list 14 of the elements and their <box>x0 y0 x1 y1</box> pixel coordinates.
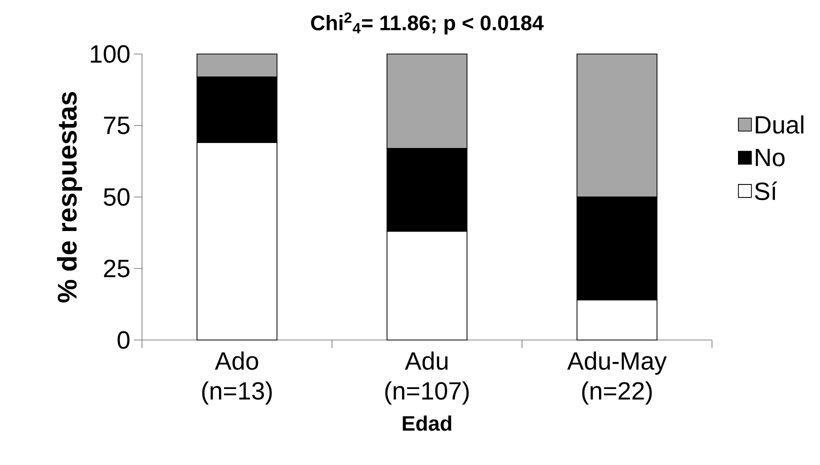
x-tick-label: Ado (n=13) <box>202 352 272 405</box>
legend-label: No <box>756 148 785 166</box>
legend-label: Sí <box>754 182 778 200</box>
x-axis-title: Edad <box>402 415 452 431</box>
y-tick-label: 0 <box>118 331 130 349</box>
x-tick-label: Adu (n=107) <box>385 352 469 405</box>
y-tick-label: 50 <box>104 188 130 206</box>
legend-label: Dual <box>756 115 804 134</box>
y-tick-label: 25 <box>104 260 130 278</box>
x-tick-label: Adu-May (n=22) <box>567 352 667 405</box>
y-tick-label: 100 <box>90 45 130 63</box>
y-axis-title: % de respuestas <box>57 92 82 302</box>
y-tick-label: 75 <box>104 116 130 134</box>
chart-title: Chi$^{2}$$_{4}$= 11.86; p < 0.0184 <box>311 12 544 34</box>
